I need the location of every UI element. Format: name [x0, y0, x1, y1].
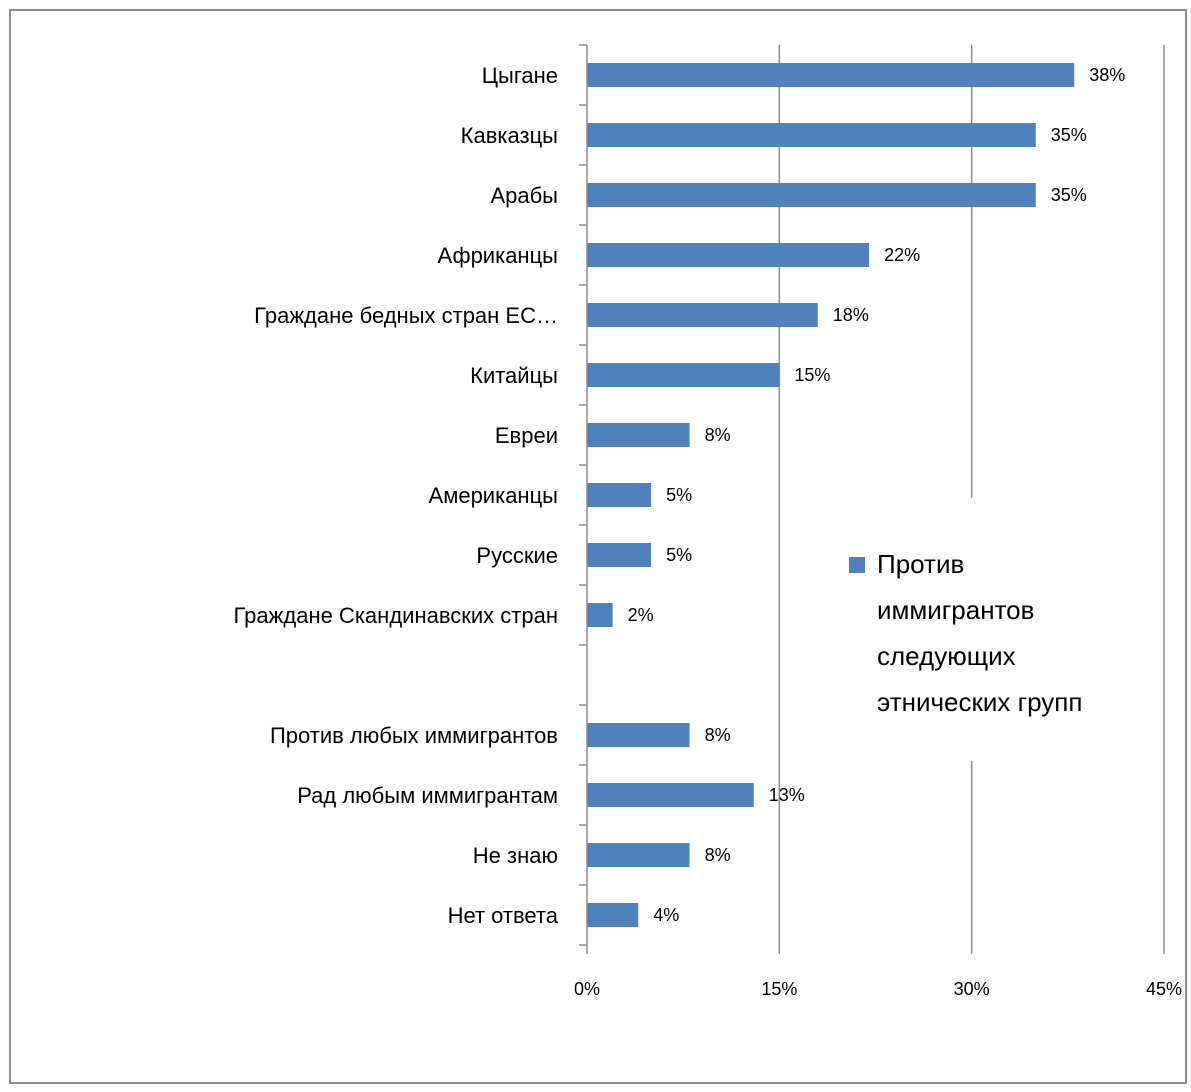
value-label: 8%: [705, 425, 731, 445]
bar: [587, 303, 818, 327]
category-label: Граждане бедных стран ЕС…: [254, 303, 558, 328]
category-labels: Цыгане Кавказцы Арабы Африканцы Граждане бед…: [234, 63, 559, 928]
x-tick-label: 15%: [761, 979, 797, 999]
value-label: 5%: [666, 485, 692, 505]
y-axis: [579, 44, 1165, 954]
value-label: 8%: [705, 725, 731, 745]
value-labels: 38% 35% 35% 22% 18% 15% 8% 5% 5% 2% 8% 13% 8% 4%: [628, 65, 1126, 925]
value-label: 35%: [1051, 125, 1087, 145]
x-axis-ticks: 0% 15% 30% 45%: [574, 979, 1182, 999]
category-label: Против любых иммигрантов: [270, 723, 558, 748]
value-label: 38%: [1089, 65, 1125, 85]
bar: [587, 543, 652, 567]
category-label: Американцы: [429, 483, 558, 508]
bar: [587, 483, 652, 507]
category-label: Рад любым иммигрантам: [297, 783, 558, 808]
value-label: 35%: [1051, 185, 1087, 205]
category-label: Африканцы: [438, 243, 558, 268]
bar-chart: Цыгане Кавказцы Арабы Африканцы Граждане бед…: [234, 44, 1182, 999]
category-label: Нет ответа: [448, 903, 559, 928]
legend-label: иммигрантов: [877, 595, 1034, 625]
grid-lines: [778, 45, 1165, 947]
legend-label: Против: [877, 549, 964, 579]
x-tick-label: 30%: [954, 979, 990, 999]
bar: [587, 603, 613, 627]
bar: [587, 363, 780, 387]
bar: [587, 783, 754, 807]
value-label: 2%: [628, 605, 654, 625]
bar: [587, 723, 690, 747]
value-label: 22%: [884, 245, 920, 265]
category-label: Евреи: [495, 423, 558, 448]
category-label: Китайцы: [470, 363, 558, 388]
bar: [587, 423, 690, 447]
bar: [587, 243, 870, 267]
value-label: 8%: [705, 845, 731, 865]
bar: [587, 183, 1036, 207]
value-label: 13%: [769, 785, 805, 805]
category-label: Цыгане: [482, 63, 558, 88]
value-label: 5%: [666, 545, 692, 565]
bar: [587, 123, 1036, 147]
x-tick-label: 0%: [574, 979, 600, 999]
value-label: 15%: [794, 365, 830, 385]
bar: [587, 903, 639, 927]
legend-label: этнических групп: [877, 687, 1082, 717]
legend: Против иммигрантов следующих этнических гру…: [849, 549, 1082, 717]
x-tick-label: 45%: [1146, 979, 1182, 999]
category-label: Арабы: [490, 183, 558, 208]
category-label: Кавказцы: [461, 123, 558, 148]
legend-label: следующих: [877, 641, 1016, 671]
category-label: Граждане Скандинавских стран: [234, 603, 559, 628]
bar: [587, 843, 690, 867]
value-label: 4%: [653, 905, 679, 925]
legend-swatch: [849, 557, 865, 573]
bar: [587, 63, 1075, 87]
value-label: 18%: [833, 305, 869, 325]
bars: [587, 63, 1075, 927]
chart-frame: Цыгане Кавказцы Арабы Африканцы Граждане бед…: [9, 9, 1187, 1084]
category-label: Русские: [476, 543, 558, 568]
category-label: Не знаю: [473, 843, 558, 868]
